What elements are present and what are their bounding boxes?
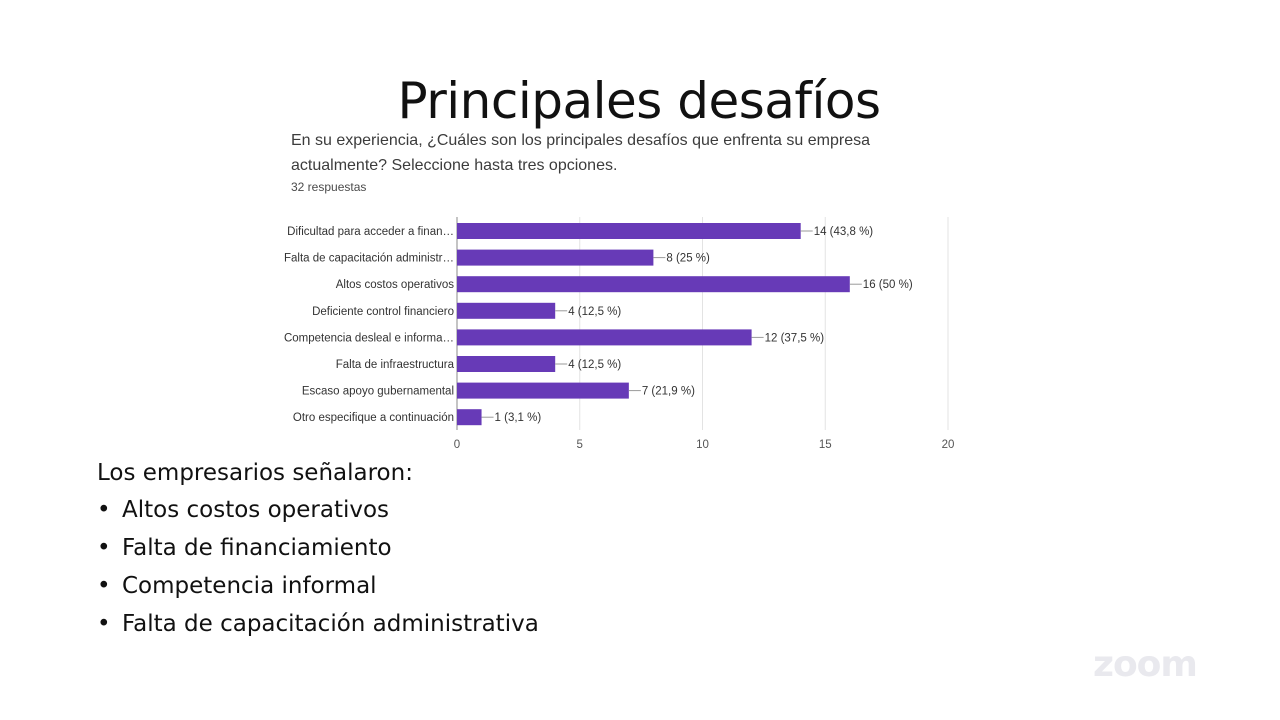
bar <box>457 276 850 293</box>
data-label: 12 (37,5 %) <box>765 332 825 344</box>
summary-item-text: Falta de capacitación administrativa <box>122 611 539 637</box>
summary-item-text: Altos costos operativos <box>122 497 390 523</box>
slide-title: Principales desafíos <box>397 72 881 130</box>
x-tick-label: 0 <box>454 439 460 451</box>
summary-item: • Competencia informal <box>97 567 539 605</box>
summary-item-text: Falta de financiamiento <box>122 535 392 561</box>
category-label: Otro especifique a continuación <box>293 412 454 424</box>
zoom-logo-watermark: zoom <box>1093 644 1198 685</box>
category-label: Falta de infraestructura <box>336 359 455 371</box>
data-label: 7 (21,9 %) <box>642 386 695 398</box>
summary-item: • Altos costos operativos <box>97 491 539 529</box>
category-label: Dificultad para acceder a finan… <box>287 226 454 238</box>
bar <box>457 356 556 372</box>
category-label: Escaso apoyo gubernamental <box>302 386 454 398</box>
data-label: 8 (25 %) <box>666 253 710 265</box>
bullet-icon: • <box>97 573 111 599</box>
bar <box>457 329 752 346</box>
data-label: 14 (43,8 %) <box>814 226 874 238</box>
x-tick-label: 5 <box>577 439 583 451</box>
x-tick-label: 20 <box>942 439 955 451</box>
summary-section: Los empresarios señalaron: • Altos costos… <box>97 455 539 643</box>
bar <box>457 249 654 266</box>
x-tick-label: 10 <box>696 439 709 451</box>
summary-list: • Altos costos operativos • Falta de finan… <box>97 491 539 643</box>
data-label: 16 (50 %) <box>863 279 913 291</box>
summary-item: • Falta de capacitación administrativa <box>97 605 539 643</box>
data-label: 4 (12,5 %) <box>568 306 621 318</box>
category-label: Competencia desleal e informa… <box>284 332 454 344</box>
bar <box>457 382 629 399</box>
data-label: 1 (3,1 %) <box>495 412 542 424</box>
survey-question: En su experiencia, ¿Cuáles son los princ… <box>291 132 870 174</box>
response-count: 32 respuestas <box>291 180 367 194</box>
category-label: Altos costos operativos <box>336 279 455 291</box>
bullet-icon: • <box>97 497 111 523</box>
x-tick-label: 15 <box>819 439 832 451</box>
category-label: Deficiente control financiero <box>312 306 454 318</box>
bullet-icon: • <box>97 611 111 637</box>
bar <box>457 223 801 239</box>
summary-item: • Falta de financiamiento <box>97 529 539 567</box>
data-label: 4 (12,5 %) <box>568 359 621 371</box>
summary-intro: Los empresarios señalaron: <box>97 460 413 486</box>
category-label: Falta de capacitación administr… <box>284 253 454 265</box>
bar <box>457 409 482 426</box>
summary-item-text: Competencia informal <box>122 573 377 599</box>
bullet-icon: • <box>97 535 111 561</box>
bar <box>457 302 556 319</box>
